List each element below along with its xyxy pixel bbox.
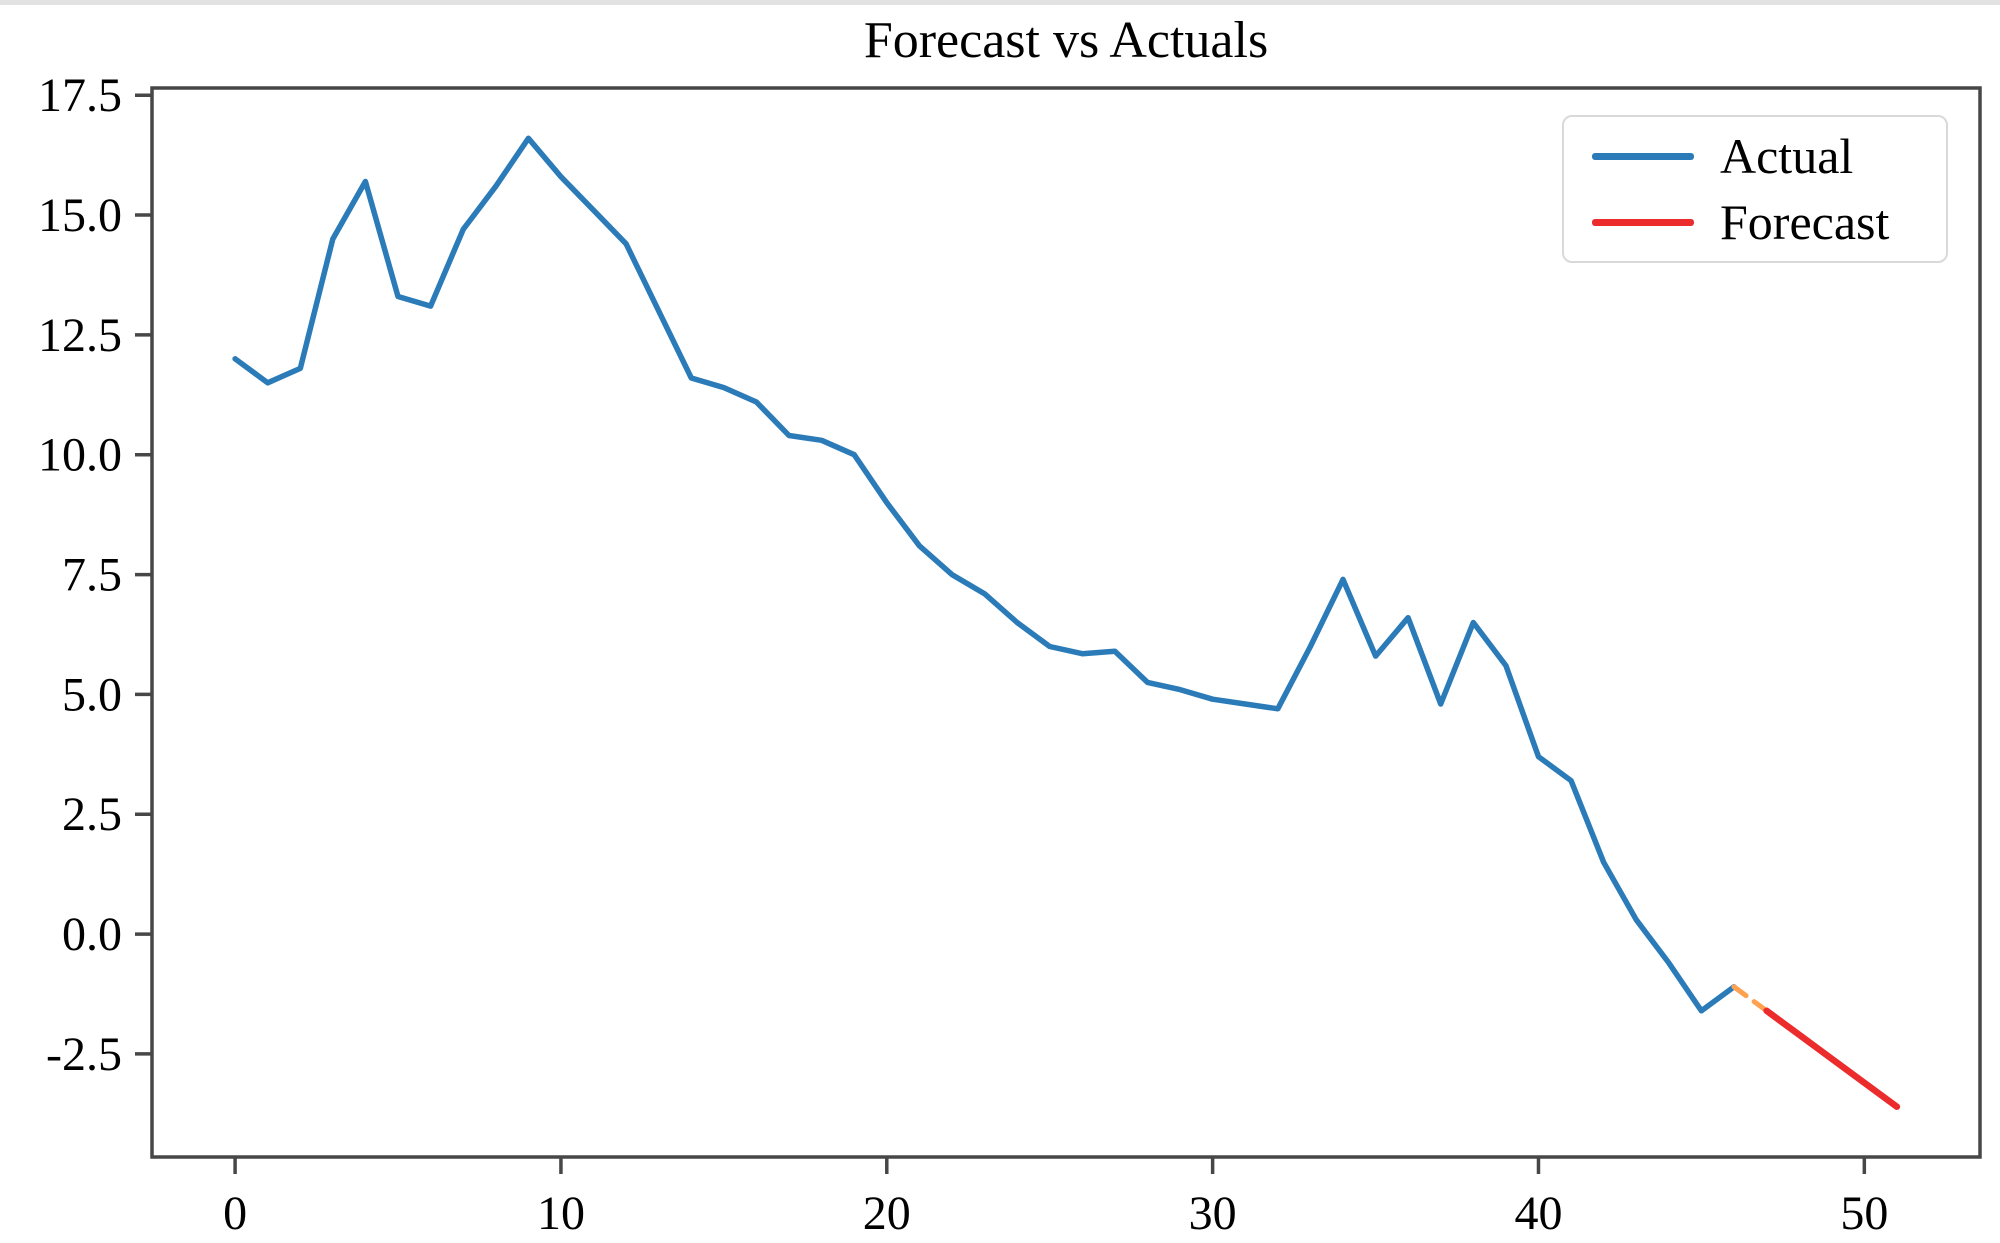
y-tick-label: 0.0 bbox=[62, 908, 122, 961]
y-tick-label: -2.5 bbox=[46, 1028, 122, 1081]
forecast-legend-line-icon bbox=[1592, 218, 1694, 226]
legend-item-actual: Actual bbox=[1564, 123, 1946, 189]
legend: Actual Forecast bbox=[1562, 115, 1948, 263]
y-tick-label: 15.0 bbox=[38, 189, 122, 242]
x-tick-label: 40 bbox=[1514, 1187, 1562, 1240]
x-tick-label: 50 bbox=[1840, 1187, 1888, 1240]
plot-border bbox=[150, 86, 1982, 1159]
y-tick-label: 17.5 bbox=[38, 69, 122, 122]
forecast-line bbox=[1763, 1007, 1901, 1110]
connector-line bbox=[1731, 984, 1770, 1014]
y-tick-label: 7.5 bbox=[62, 549, 122, 602]
y-tick-label: 5.0 bbox=[62, 668, 122, 721]
chart-canvas: 0 10 20 30 40 50 -2.5 0.0 2.5 5.0 7.5 10.0 12.5 15.0 1… bbox=[38, 69, 1982, 1240]
y-tick-label: 12.5 bbox=[38, 309, 122, 362]
x-tick-label: 0 bbox=[223, 1187, 247, 1240]
actual-line bbox=[232, 135, 1737, 1014]
y-tick-label: 10.0 bbox=[38, 429, 122, 482]
x-tick-label: 20 bbox=[863, 1187, 911, 1240]
legend-label: Actual bbox=[1720, 128, 1854, 184]
legend-item-forecast: Forecast bbox=[1564, 189, 1946, 255]
actual-legend-line-icon bbox=[1592, 152, 1694, 160]
x-tick-label: 30 bbox=[1189, 1187, 1237, 1240]
chart-title: Forecast vs Actuals bbox=[863, 12, 1269, 69]
x-tick-label: 10 bbox=[537, 1187, 585, 1240]
y-tick-label: 2.5 bbox=[62, 788, 122, 841]
legend-label: Forecast bbox=[1720, 194, 1890, 250]
